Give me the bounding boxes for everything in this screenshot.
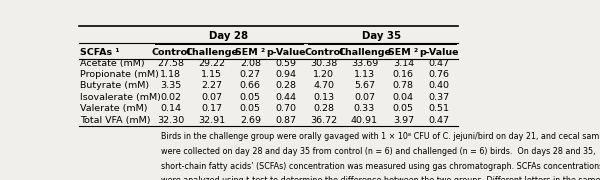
Text: 0.33: 0.33: [354, 104, 375, 113]
Text: 0.70: 0.70: [275, 104, 296, 113]
Text: 0.94: 0.94: [275, 70, 296, 79]
Text: 1.15: 1.15: [201, 70, 222, 79]
Text: 0.47: 0.47: [428, 116, 449, 125]
Text: p-Value: p-Value: [419, 48, 459, 57]
Text: 36.72: 36.72: [310, 116, 337, 125]
Text: 33.69: 33.69: [351, 59, 378, 68]
Text: Challenge: Challenge: [338, 48, 391, 57]
Text: were collected on day 28 and day 35 from control (n = 6) and challenged (n = 6) : were collected on day 28 and day 35 from…: [161, 147, 596, 156]
Text: 1.13: 1.13: [354, 70, 375, 79]
Text: 1.18: 1.18: [160, 70, 181, 79]
Text: Butyrate (mM): Butyrate (mM): [80, 81, 149, 90]
Text: short-chain fatty acids’ (SCFAs) concentration was measured using gas chromatogr: short-chain fatty acids’ (SCFAs) concent…: [161, 162, 600, 171]
Text: 0.59: 0.59: [275, 59, 296, 68]
Text: Isovalerate (mM): Isovalerate (mM): [80, 93, 161, 102]
Text: 0.16: 0.16: [393, 70, 414, 79]
Text: 0.02: 0.02: [160, 93, 181, 102]
Text: 0.44: 0.44: [275, 93, 296, 102]
Text: Control: Control: [151, 48, 190, 57]
Text: Day 28: Day 28: [209, 31, 248, 41]
Text: 0.05: 0.05: [240, 93, 261, 102]
Text: SEM ²: SEM ²: [388, 48, 418, 57]
Text: 0.07: 0.07: [201, 93, 222, 102]
Text: 40.91: 40.91: [351, 116, 378, 125]
Text: 0.51: 0.51: [428, 104, 449, 113]
Text: 0.28: 0.28: [313, 104, 334, 113]
Text: 0.76: 0.76: [428, 70, 449, 79]
Text: 0.28: 0.28: [275, 81, 296, 90]
Text: Challenge: Challenge: [185, 48, 238, 57]
Text: 0.04: 0.04: [393, 93, 414, 102]
Text: 32.91: 32.91: [198, 116, 225, 125]
Text: 0.47: 0.47: [428, 59, 449, 68]
Text: 0.13: 0.13: [313, 93, 334, 102]
Text: 32.30: 32.30: [157, 116, 184, 125]
Text: 2.27: 2.27: [201, 81, 222, 90]
Text: 2.69: 2.69: [240, 116, 261, 125]
Text: 0.07: 0.07: [354, 93, 375, 102]
Text: 0.17: 0.17: [201, 104, 222, 113]
Text: 27.58: 27.58: [157, 59, 184, 68]
Text: 4.70: 4.70: [313, 81, 334, 90]
Text: 29.22: 29.22: [198, 59, 225, 68]
Text: 0.05: 0.05: [393, 104, 414, 113]
Text: 5.67: 5.67: [354, 81, 375, 90]
Text: 3.14: 3.14: [393, 59, 414, 68]
Text: Valerate (mM): Valerate (mM): [80, 104, 147, 113]
Text: 0.87: 0.87: [275, 116, 296, 125]
Text: Birds in the challenge group were orally gavaged with 1 × 10⁸ CFU of C. jejuni/b: Birds in the challenge group were orally…: [161, 132, 600, 141]
Text: p-Value: p-Value: [266, 48, 306, 57]
Text: 0.40: 0.40: [428, 81, 449, 90]
Text: 0.37: 0.37: [428, 93, 449, 102]
Text: Acetate (mM): Acetate (mM): [80, 59, 144, 68]
Text: Control: Control: [304, 48, 343, 57]
Text: Total VFA (mM): Total VFA (mM): [80, 116, 150, 125]
Text: 1.20: 1.20: [313, 70, 334, 79]
Text: 3.35: 3.35: [160, 81, 181, 90]
Text: were analyzed using t-test to determine the difference between the two groups. D: were analyzed using t-test to determine …: [161, 176, 600, 180]
Text: 0.14: 0.14: [160, 104, 181, 113]
Text: 2.08: 2.08: [240, 59, 261, 68]
Text: 0.78: 0.78: [393, 81, 414, 90]
Text: 0.05: 0.05: [240, 104, 261, 113]
Text: SEM ²: SEM ²: [235, 48, 265, 57]
Text: 0.27: 0.27: [240, 70, 261, 79]
Text: SCFAs ¹: SCFAs ¹: [80, 48, 119, 57]
Text: Day 35: Day 35: [362, 31, 401, 41]
Text: 0.66: 0.66: [240, 81, 261, 90]
Text: 30.38: 30.38: [310, 59, 337, 68]
Text: 3.97: 3.97: [393, 116, 414, 125]
Text: Propionate (mM): Propionate (mM): [80, 70, 158, 79]
